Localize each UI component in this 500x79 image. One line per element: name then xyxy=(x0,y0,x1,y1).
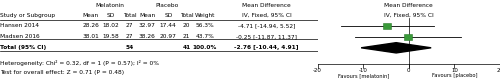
Text: 10: 10 xyxy=(451,68,458,73)
Text: Favours [placebo]: Favours [placebo] xyxy=(432,73,477,78)
Text: Weight: Weight xyxy=(194,13,215,18)
Text: Total: Total xyxy=(180,13,194,18)
Text: Favours [melatonin]: Favours [melatonin] xyxy=(338,73,389,78)
Text: 20.97: 20.97 xyxy=(160,34,176,39)
Text: -2.76 [-10.44, 4.91]: -2.76 [-10.44, 4.91] xyxy=(234,45,299,50)
Text: 27: 27 xyxy=(126,34,134,39)
Text: 38.26: 38.26 xyxy=(138,34,156,39)
Text: -20: -20 xyxy=(313,68,322,73)
Text: 32.97: 32.97 xyxy=(138,23,156,28)
Text: Placebo: Placebo xyxy=(155,3,178,8)
Text: -4.71 [-14.94, 5.52]: -4.71 [-14.94, 5.52] xyxy=(238,23,296,28)
Text: 20: 20 xyxy=(496,68,500,73)
FancyBboxPatch shape xyxy=(383,23,392,29)
Text: 19.58: 19.58 xyxy=(103,34,120,39)
Text: 27: 27 xyxy=(126,23,134,28)
Text: -10: -10 xyxy=(358,68,368,73)
Polygon shape xyxy=(361,43,431,53)
Text: Heterogeneity: Chi² = 0.32, df = 1 (P = 0.57); I² = 0%: Heterogeneity: Chi² = 0.32, df = 1 (P = … xyxy=(0,60,160,66)
Text: 56.3%: 56.3% xyxy=(196,23,214,28)
Text: Total: Total xyxy=(122,13,136,18)
Text: SD: SD xyxy=(164,13,172,18)
Text: Total (95% CI): Total (95% CI) xyxy=(0,45,46,50)
Text: 0: 0 xyxy=(407,68,410,73)
Text: Mean: Mean xyxy=(139,13,155,18)
Text: Madsen 2016: Madsen 2016 xyxy=(0,34,40,39)
Text: 18.02: 18.02 xyxy=(103,23,120,28)
Text: Mean Difference: Mean Difference xyxy=(242,3,291,8)
Text: 43.7%: 43.7% xyxy=(196,34,214,39)
Text: Study or Subgroup: Study or Subgroup xyxy=(0,13,56,18)
Text: -0.25 [-11.87, 11.37]: -0.25 [-11.87, 11.37] xyxy=(236,34,297,39)
Text: Mean: Mean xyxy=(82,13,98,18)
Text: 54: 54 xyxy=(126,45,134,50)
Text: Test for overall effect: Z = 0.71 (P = 0.48): Test for overall effect: Z = 0.71 (P = 0… xyxy=(0,70,124,75)
Text: Melatonin: Melatonin xyxy=(96,3,124,8)
Text: 100.0%: 100.0% xyxy=(192,45,217,50)
Text: 17.44: 17.44 xyxy=(160,23,176,28)
Text: Hansen 2014: Hansen 2014 xyxy=(0,23,40,28)
Text: 20: 20 xyxy=(183,23,190,28)
Text: 38.01: 38.01 xyxy=(82,34,99,39)
Text: 41: 41 xyxy=(182,45,191,50)
Text: SD: SD xyxy=(107,13,115,18)
Text: 28.26: 28.26 xyxy=(82,23,99,28)
Text: Mean Difference: Mean Difference xyxy=(384,3,433,8)
Text: 21: 21 xyxy=(183,34,190,39)
FancyBboxPatch shape xyxy=(404,34,411,40)
Text: IV, Fixed, 95% CI: IV, Fixed, 95% CI xyxy=(242,13,292,18)
Text: IV, Fixed, 95% CI: IV, Fixed, 95% CI xyxy=(384,13,434,18)
